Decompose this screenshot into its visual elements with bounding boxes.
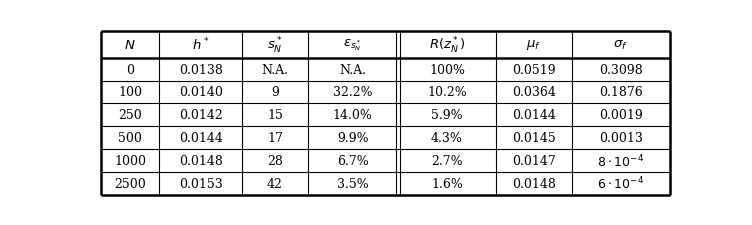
Text: 0.0144: 0.0144 xyxy=(179,132,223,145)
Text: $\epsilon_{s_N^*}$: $\epsilon_{s_N^*}$ xyxy=(344,38,362,53)
Text: 100: 100 xyxy=(118,86,142,99)
Text: 5.9%: 5.9% xyxy=(431,109,462,122)
Text: 42: 42 xyxy=(267,177,283,190)
Text: 0.0138: 0.0138 xyxy=(179,63,223,76)
Text: N.A.: N.A. xyxy=(262,63,289,76)
Text: $\mu_f$: $\mu_f$ xyxy=(526,38,541,52)
Text: 6.7%: 6.7% xyxy=(337,154,368,167)
Text: $N$: $N$ xyxy=(124,39,136,52)
Text: 250: 250 xyxy=(118,109,142,122)
Text: 0.0153: 0.0153 xyxy=(179,177,223,190)
Text: 0.0019: 0.0019 xyxy=(599,109,643,122)
Text: 0.3098: 0.3098 xyxy=(599,63,643,76)
Text: 2.7%: 2.7% xyxy=(431,154,462,167)
Text: $\sigma_f$: $\sigma_f$ xyxy=(614,39,629,52)
Text: 1000: 1000 xyxy=(114,154,146,167)
Text: $6 \cdot 10^{-4}$: $6 \cdot 10^{-4}$ xyxy=(597,176,644,192)
Text: 17: 17 xyxy=(267,132,283,145)
Text: $R(z_N^*)$: $R(z_N^*)$ xyxy=(429,35,465,55)
Text: 0.0145: 0.0145 xyxy=(512,132,556,145)
Text: 14.0%: 14.0% xyxy=(333,109,373,122)
Text: $8 \cdot 10^{-4}$: $8 \cdot 10^{-4}$ xyxy=(597,153,644,169)
Text: 0.0147: 0.0147 xyxy=(512,154,556,167)
Text: 1.6%: 1.6% xyxy=(431,177,463,190)
Text: 0.1876: 0.1876 xyxy=(599,86,643,99)
Text: 4.3%: 4.3% xyxy=(431,132,463,145)
Text: $h^*$: $h^*$ xyxy=(192,37,209,54)
Text: 0.0144: 0.0144 xyxy=(512,109,556,122)
Text: 0.0148: 0.0148 xyxy=(179,154,223,167)
Text: 0.0142: 0.0142 xyxy=(179,109,223,122)
Text: 0: 0 xyxy=(126,63,134,76)
Text: N.A.: N.A. xyxy=(339,63,366,76)
Text: $s_N^*$: $s_N^*$ xyxy=(267,35,283,55)
Text: 3.5%: 3.5% xyxy=(337,177,368,190)
Text: 0.0013: 0.0013 xyxy=(599,132,643,145)
Text: 0.0148: 0.0148 xyxy=(512,177,556,190)
Text: 15: 15 xyxy=(267,109,283,122)
Text: 2500: 2500 xyxy=(114,177,146,190)
Text: 0.0364: 0.0364 xyxy=(512,86,556,99)
Text: 0.0140: 0.0140 xyxy=(179,86,223,99)
Text: 28: 28 xyxy=(267,154,283,167)
Text: 500: 500 xyxy=(118,132,142,145)
Text: 10.2%: 10.2% xyxy=(427,86,467,99)
Text: 100%: 100% xyxy=(429,63,465,76)
Text: 0.0519: 0.0519 xyxy=(512,63,556,76)
Text: 9.9%: 9.9% xyxy=(337,132,368,145)
Text: 32.2%: 32.2% xyxy=(333,86,372,99)
Text: 9: 9 xyxy=(271,86,279,99)
